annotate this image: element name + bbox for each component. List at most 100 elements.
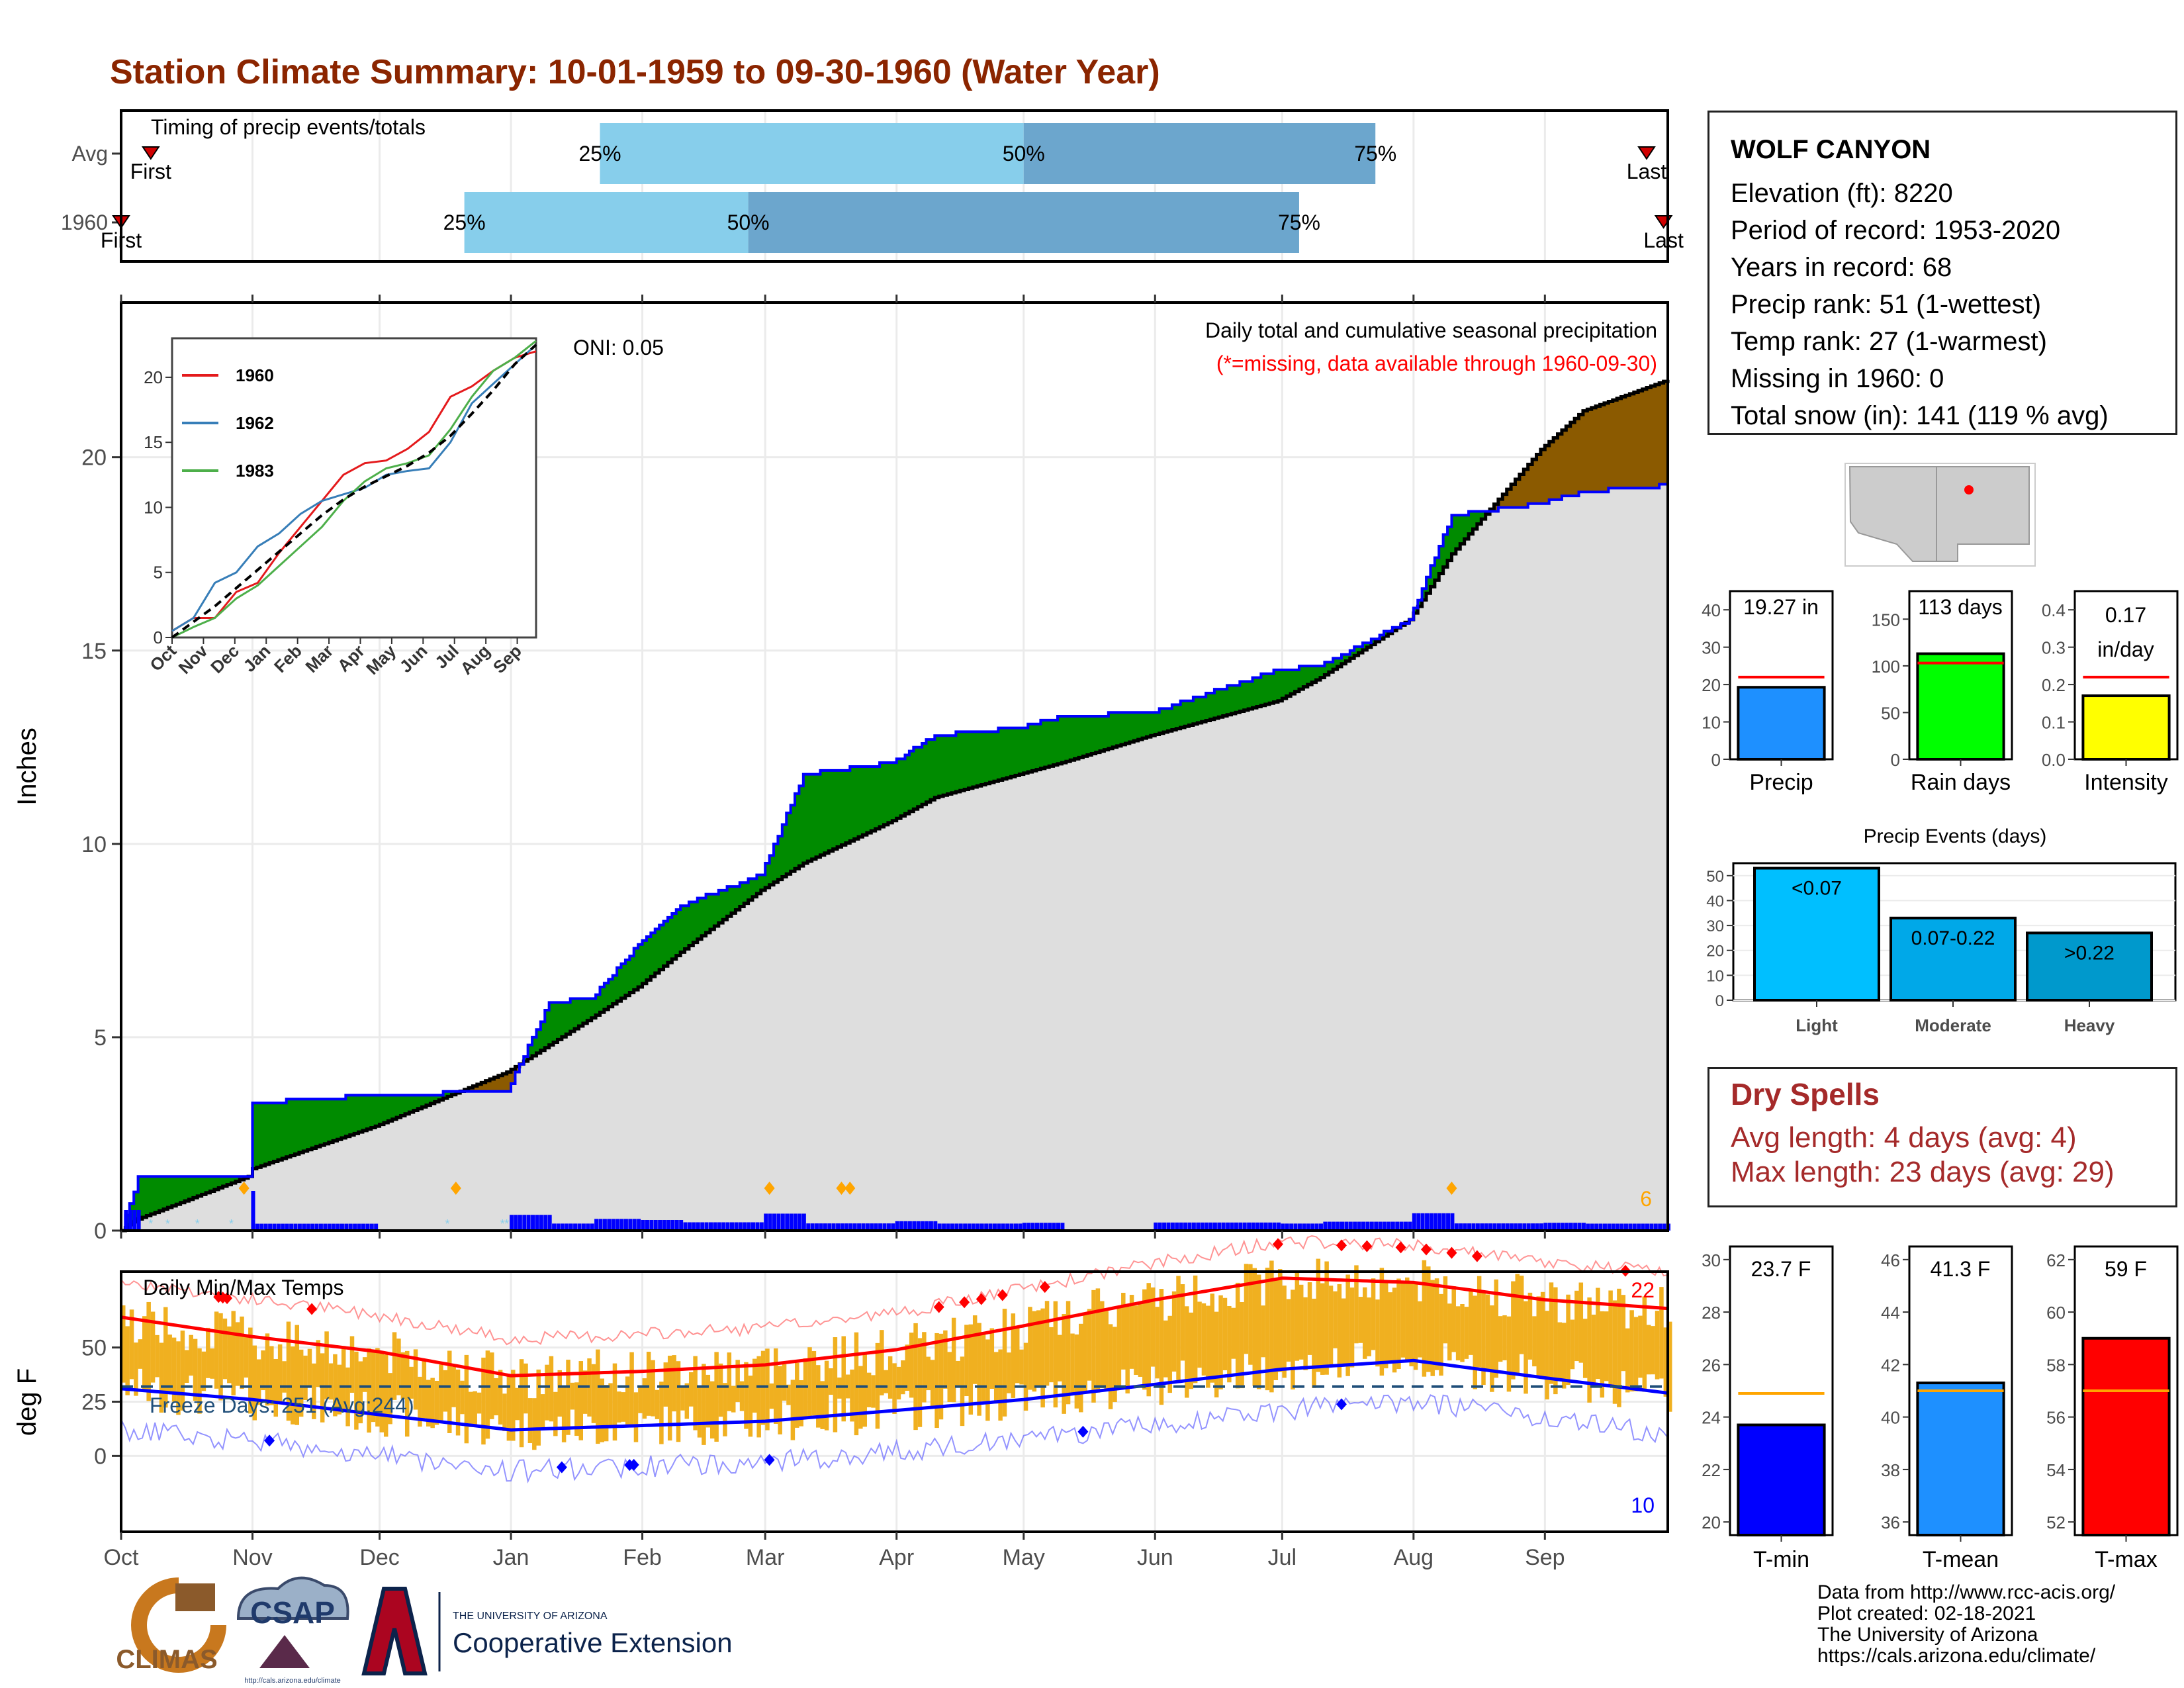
tmin-bar [1737,1423,1826,1537]
temp-daily-bar [688,1372,694,1407]
daily-precip-bar [1336,1221,1340,1231]
station-info-box: WOLF CANYON Elevation (ft): 8220 Period … [1707,111,2177,435]
events-bar-0 [1753,867,1880,1002]
temp-daily-bar [1608,1290,1613,1387]
temp-daily-bar [723,1383,727,1436]
precip-total-ytick-label-0: 0 [1711,750,1721,770]
temp-daily-bar [1443,1276,1448,1344]
temp-daily-bar [956,1360,960,1387]
temp-daily-bar [1036,1310,1041,1386]
temp-daily-bar [1214,1311,1219,1398]
tmin-value: 23.7 F [1751,1257,1811,1281]
snow-marker: * [165,1217,170,1231]
daily-precip-bar [976,1223,980,1231]
daily-precip-bar [1408,1221,1412,1231]
record-high-marker-7 [997,1289,1008,1301]
temp-daily-bar [803,1358,808,1419]
daily-precip-bar [895,1221,899,1231]
daily-precip-bar [637,1219,641,1231]
temp-daily-bar [298,1349,304,1417]
daily-precip-bar [1039,1223,1044,1231]
daily-precip-bar [1653,1223,1658,1231]
daily-precip-bar [1348,1221,1353,1231]
ua-logo-mark [361,1587,428,1675]
temp-daily-bar [291,1346,295,1425]
month-label-5: Mar [746,1545,785,1570]
temp-daily-bar [155,1335,159,1378]
daily-precip-bar [751,1222,756,1231]
temp-record-max-line [120,1235,1668,1346]
tmean-value: 41.3 F [1931,1257,1991,1281]
record-high-marker-12 [1395,1241,1406,1254]
daily-precip-bar [692,1222,696,1231]
temp-daily-bar [850,1369,854,1422]
daily-precip-bar [297,1223,302,1231]
tmax-label: T-max [2095,1547,2157,1572]
daily-precip-bar [831,1223,836,1231]
daily-precip-bar [1505,1223,1510,1231]
temp-daily-bar [1159,1288,1164,1405]
daily-precip-bar [581,1223,586,1231]
temp-daily-bar [1108,1324,1113,1409]
daily-precip-bar [645,1220,649,1231]
temp-daily-bar [1519,1276,1524,1354]
daily-precip-bar [819,1223,823,1231]
temp-daily-bar [286,1321,291,1421]
temp-daily-bar [938,1333,944,1420]
temp-daily-bar [413,1349,418,1410]
temp-daily-bar [549,1356,554,1422]
temp-daily-bar [1185,1306,1189,1398]
daily-precip-bar [942,1223,946,1231]
temp-daily-bar [185,1350,189,1383]
temp-daily-bar [1413,1283,1418,1370]
temp-daily-bar [1447,1303,1452,1361]
inset-line-average [171,344,537,639]
temp-daily-bar [464,1354,469,1444]
daily-precip-bar [916,1221,921,1231]
daily-precip-bar [1607,1223,1612,1231]
temp-daily-bar [862,1352,867,1427]
temp-daily-bar [447,1350,452,1433]
heavy-event-marker-3 [836,1182,847,1195]
daily-precip-bar [925,1221,929,1231]
daily-precip-bar [310,1223,315,1231]
intensity-ytick-label-2: 0.2 [2042,675,2066,695]
daily-precip-bar [361,1223,365,1231]
temp-daily-bar [1197,1301,1202,1368]
daily-precip-bar [1200,1222,1205,1231]
temp-daily-bar [778,1366,782,1434]
daily-precip-bar [1510,1223,1514,1231]
timing-q75-label-1: 75% [1278,211,1320,234]
temp-daily-bar [989,1328,995,1389]
daily-precip-bar [810,1223,815,1231]
daily-precip-bar [899,1221,904,1231]
temp-daily-bar [1498,1316,1503,1362]
precip-below-normal-area [460,381,1668,1092]
temp-daily-bar [672,1355,676,1412]
temp-daily-bar [1070,1333,1075,1393]
temp-daily-bar [418,1376,422,1427]
daily-precip-bar [1611,1223,1615,1231]
temp-daily-bar [1460,1303,1465,1362]
temp-daily-bar [439,1364,443,1421]
oni-value: ONI: 0.05 [573,336,664,359]
daily-precip-bar [344,1223,349,1231]
precip-normal-area [121,379,1668,1231]
precip-ylabel: Inches [13,727,42,806]
temp-daily-bar [1600,1311,1605,1398]
temp-daily-bar [1074,1334,1079,1409]
temp-daily-bar [1248,1264,1253,1365]
temp-daily-bar [341,1346,346,1409]
csap-logo-cloud [236,1576,349,1620]
temp-daily-bar [265,1333,270,1406]
temp-daily-bar [1532,1316,1537,1367]
month-label-0: Oct [104,1545,139,1570]
rain-days-ytick-label-2: 100 [1872,657,1900,677]
daily-precip-bar [1281,1223,1285,1231]
daily-precip-bar [1619,1223,1624,1231]
temp-daily-bar [845,1374,850,1399]
temp-daily-bar [1439,1293,1443,1376]
timing-last-label-1: Last [1643,228,1684,252]
temp-daily-bar [972,1315,978,1384]
dry-spells-box: Dry Spells Avg length: 4 days (avg: 4) M… [1707,1067,2177,1207]
